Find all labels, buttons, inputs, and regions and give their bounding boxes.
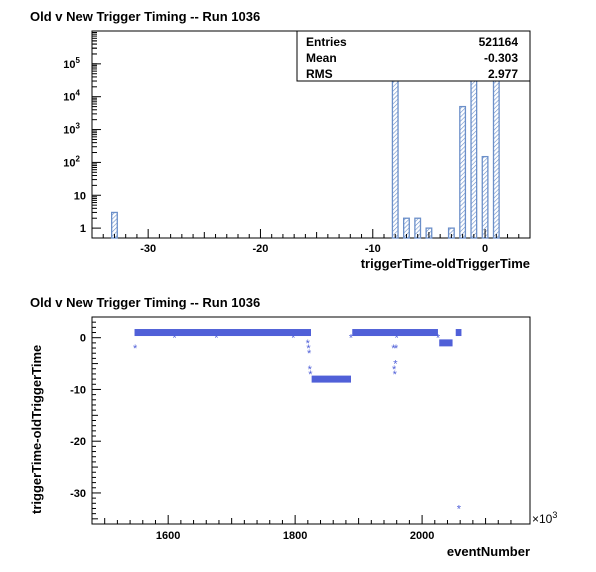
scatter-marker: * bbox=[214, 333, 219, 345]
histogram-axes: -30 -20 -10 0 1 10 102 103 104 105 bbox=[63, 32, 531, 255]
histogram-panel: Old v New Trigger Timing -- Run 1036 -30… bbox=[30, 9, 531, 271]
scatter-marker: * bbox=[349, 333, 354, 345]
scatter-marker: * bbox=[393, 369, 398, 381]
stats-rms-value: 2.977 bbox=[488, 67, 518, 81]
scatter-marker: * bbox=[133, 343, 138, 355]
histogram-y-tick-label: 10 bbox=[74, 190, 86, 202]
histogram-x-tick-label: -30 bbox=[140, 243, 156, 255]
stats-mean-value: -0.303 bbox=[484, 51, 518, 65]
scatter-marker-band bbox=[455, 329, 462, 337]
scatter-marker: * bbox=[457, 503, 462, 515]
histogram-y-tick-label: 105 bbox=[63, 56, 80, 71]
scatter-marker: * bbox=[394, 343, 399, 355]
histogram-bar bbox=[459, 105, 467, 239]
scatter-marker: * bbox=[172, 333, 177, 345]
scatter-markers: ** * * ************ ** bbox=[133, 329, 462, 515]
scatter-marker-band bbox=[352, 329, 438, 337]
scatter-marker: * bbox=[436, 333, 441, 345]
scatter-marker: * bbox=[291, 333, 296, 345]
scatter-x-axis-label: eventNumber bbox=[447, 544, 530, 559]
scatter-marker: * bbox=[393, 359, 398, 371]
scatter-y-tick-label: -30 bbox=[70, 488, 86, 500]
scatter-x-tick-label: 1800 bbox=[283, 530, 307, 542]
scatter-marker: * bbox=[392, 364, 397, 376]
scatter-y-tick-label: 0 bbox=[80, 333, 86, 345]
scatter-marker-band bbox=[311, 375, 351, 383]
x-exponent-label: ×103 bbox=[532, 510, 557, 526]
scatter-marker: * bbox=[308, 364, 313, 376]
scatter-marker: * bbox=[395, 333, 400, 345]
scatter-marker: * bbox=[391, 343, 396, 355]
scatter-y-tick-label: -20 bbox=[70, 436, 86, 448]
histogram-x-tick-label: 0 bbox=[482, 243, 488, 255]
stats-entries-value: 521164 bbox=[479, 35, 519, 49]
stats-box: Entries 521164 Mean -0.303 RMS 2.977 bbox=[296, 30, 531, 82]
scatter-x-tick-label: 2000 bbox=[410, 530, 434, 542]
scatter-marker-band bbox=[439, 339, 453, 347]
stats-rms-label: RMS bbox=[306, 67, 333, 81]
histogram-y-tick-label: 104 bbox=[63, 89, 80, 104]
x-exponent-base: ×10 bbox=[532, 512, 553, 526]
stats-box-frame bbox=[296, 30, 531, 82]
x-exponent-power: 3 bbox=[552, 510, 557, 520]
histogram-x-axis-label: triggerTime-oldTriggerTime bbox=[361, 256, 530, 271]
scatter-marker-band bbox=[134, 329, 311, 337]
scatter-x-tick-label: 1600 bbox=[156, 530, 180, 542]
histogram-y-tick-label: 1 bbox=[80, 223, 86, 235]
histogram-bar bbox=[391, 68, 399, 239]
scatter-y-tick-label: -10 bbox=[70, 384, 86, 396]
scatter-marker: * bbox=[306, 338, 311, 350]
scatter-marker: * bbox=[306, 343, 311, 355]
scatter-panel: Old v New Trigger Timing -- Run 1036 ** *… bbox=[29, 295, 557, 559]
scatter-title: Old v New Trigger Timing -- Run 1036 bbox=[30, 295, 260, 310]
histogram-y-tick-label: 103 bbox=[63, 122, 80, 137]
scatter-marker: * bbox=[307, 348, 312, 360]
scatter-marker: * bbox=[308, 369, 313, 381]
histogram-x-tick-label: -20 bbox=[253, 243, 269, 255]
histogram-bar bbox=[481, 155, 489, 239]
histogram-y-tick-label: 102 bbox=[63, 154, 80, 169]
stats-mean-label: Mean bbox=[306, 51, 337, 65]
histogram-title: Old v New Trigger Timing -- Run 1036 bbox=[30, 9, 260, 24]
histogram-x-tick-label: -10 bbox=[365, 243, 381, 255]
stats-entries-label: Entries bbox=[306, 35, 347, 49]
scatter-y-axis-label: triggerTime-oldTriggerTime bbox=[29, 345, 44, 514]
scatter-axes: 1600 1800 2000 0 -10 -20 -30 bbox=[70, 316, 512, 542]
histogram-bar bbox=[470, 76, 478, 239]
